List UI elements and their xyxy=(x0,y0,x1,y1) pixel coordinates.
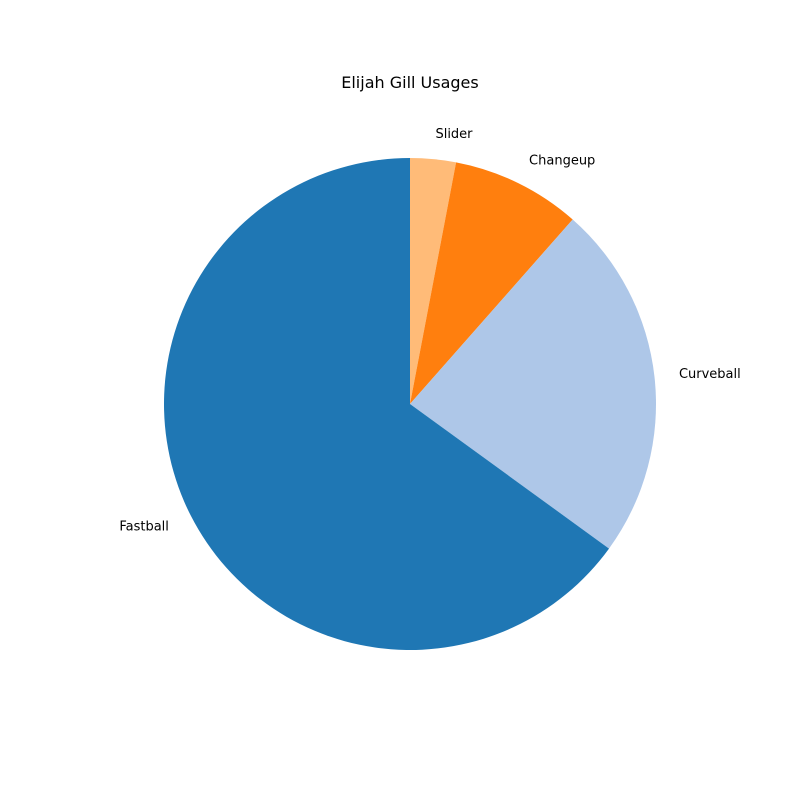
pie-slice-changeup xyxy=(410,162,573,404)
pie-label-slider: Slider xyxy=(435,127,473,142)
pie-slice-slider xyxy=(410,158,457,404)
pie-labels: Slider Changeup Curveball Fastball xyxy=(119,127,740,534)
pie-label-curveball: Curveball xyxy=(679,367,741,382)
chart-title: Elijah Gill Usages xyxy=(341,73,478,92)
pie-slice-fastball xyxy=(163,158,610,651)
pie-label-fastball: Fastball xyxy=(119,519,169,534)
pie-label-changeup: Changeup xyxy=(529,153,595,168)
pie-slice-curveball xyxy=(410,219,657,549)
pie-slices xyxy=(163,158,657,651)
